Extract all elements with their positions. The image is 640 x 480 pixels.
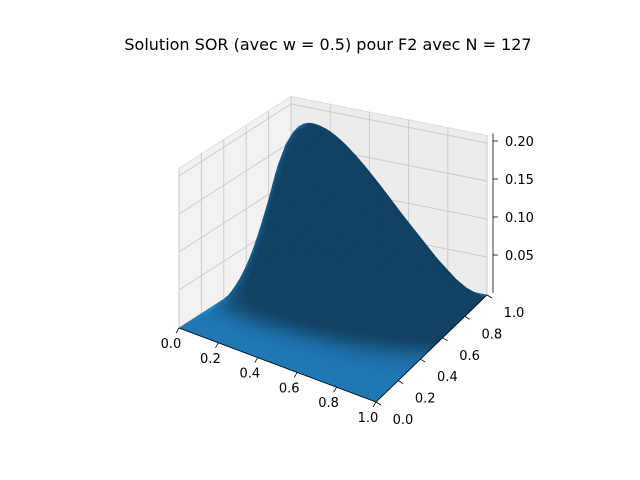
y-tick-label: 0.6	[459, 349, 480, 364]
x-tick	[293, 372, 298, 378]
z-tick-label: 0.15	[505, 173, 534, 188]
z-tick-label: 0.20	[505, 135, 534, 150]
x-tick	[333, 386, 337, 393]
y-tick-label: 0.2	[415, 392, 436, 407]
surface	[178, 122, 488, 403]
y-tick	[375, 401, 382, 406]
y-axis-line	[375, 294, 488, 403]
grid-z-back	[290, 103, 488, 144]
x-tick	[254, 357, 259, 363]
y-tick	[486, 294, 493, 299]
y-tick-label: 0.0	[393, 413, 414, 428]
y-tick	[442, 337, 448, 342]
y-tick	[420, 358, 426, 363]
x-tick-label: 0.8	[318, 396, 339, 411]
grid-z-left	[178, 141, 292, 215]
x-axis-line	[178, 327, 377, 403]
y-tick-label: 0.8	[481, 327, 502, 342]
x-tick-label: 0.4	[239, 367, 260, 382]
y-tick-label: 1.0	[504, 306, 525, 321]
x-tick-label: 0.2	[200, 352, 221, 367]
x-tick-label: 1.0	[358, 411, 379, 426]
z-tick-label: 0.05	[505, 249, 534, 264]
y-tick	[397, 380, 404, 384]
x-tick	[372, 401, 377, 408]
axis-lines	[175, 133, 498, 408]
y-tick	[464, 316, 471, 320]
x-tick	[215, 342, 219, 349]
chart-title: Solution SOR (avec w = 0.5) pour F2 avec…	[124, 35, 531, 54]
x-tick-label: 0.0	[161, 337, 182, 352]
grid-z-left	[178, 103, 292, 177]
z-tick-label: 0.10	[505, 211, 534, 226]
y-tick-label: 0.4	[437, 370, 458, 385]
x-tick	[175, 327, 180, 334]
x-tick-label: 0.6	[279, 381, 300, 396]
tick-labels: 0.00.20.40.60.81.0 0.00.20.40.60.81.00.05…	[161, 135, 534, 428]
